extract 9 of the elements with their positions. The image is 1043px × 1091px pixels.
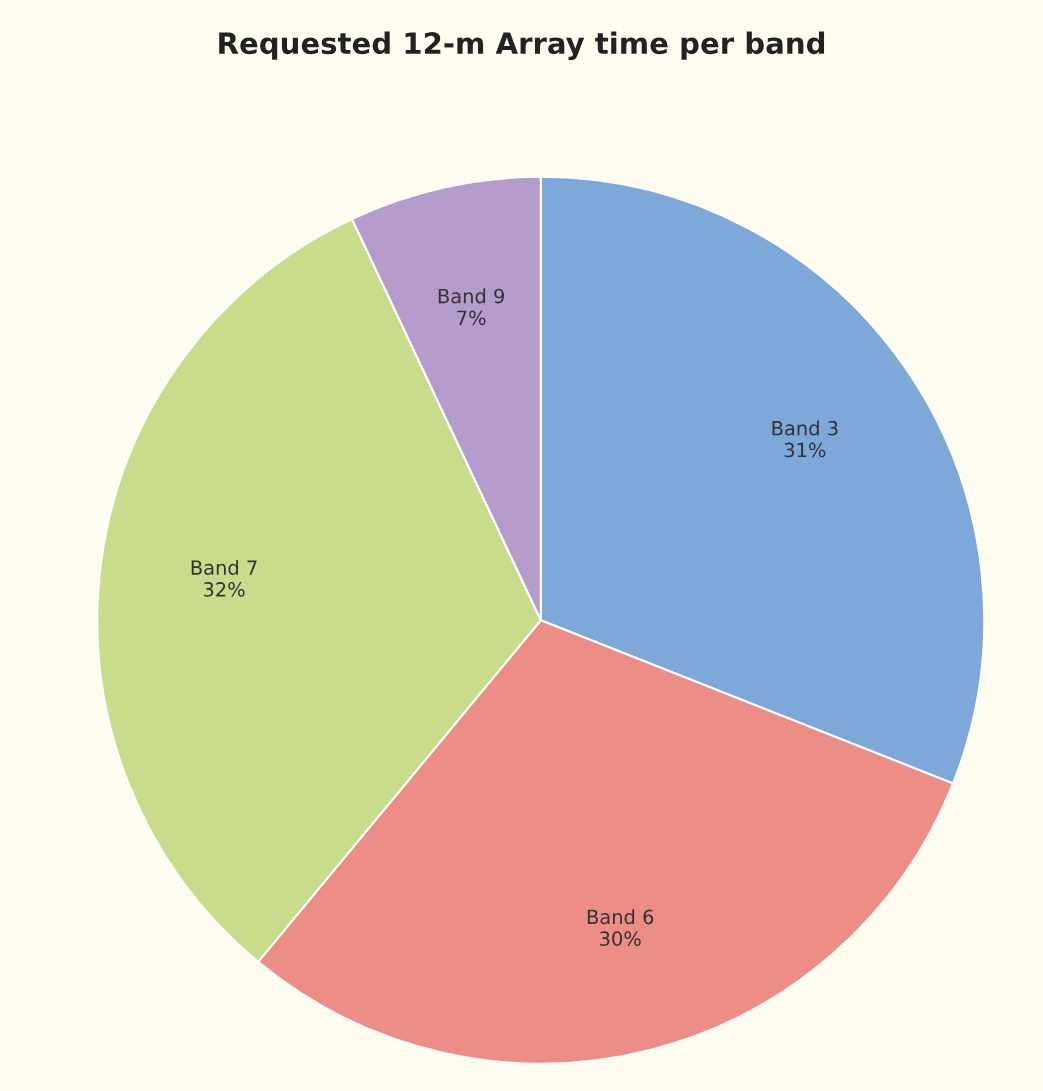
data-label: 30% <box>600 931 641 946</box>
slice-label: Band 6 <box>587 909 654 925</box>
slice-label: Band 7 <box>191 559 257 575</box>
data-label: 7% <box>457 310 486 326</box>
data-label: 31% <box>784 442 826 458</box>
chart-title: Requested 12-m Array time per band <box>219 31 825 61</box>
data-label: 32% <box>203 582 245 597</box>
slice-label: Band 3 <box>772 420 838 436</box>
slice-label: Band 9 <box>438 288 505 304</box>
